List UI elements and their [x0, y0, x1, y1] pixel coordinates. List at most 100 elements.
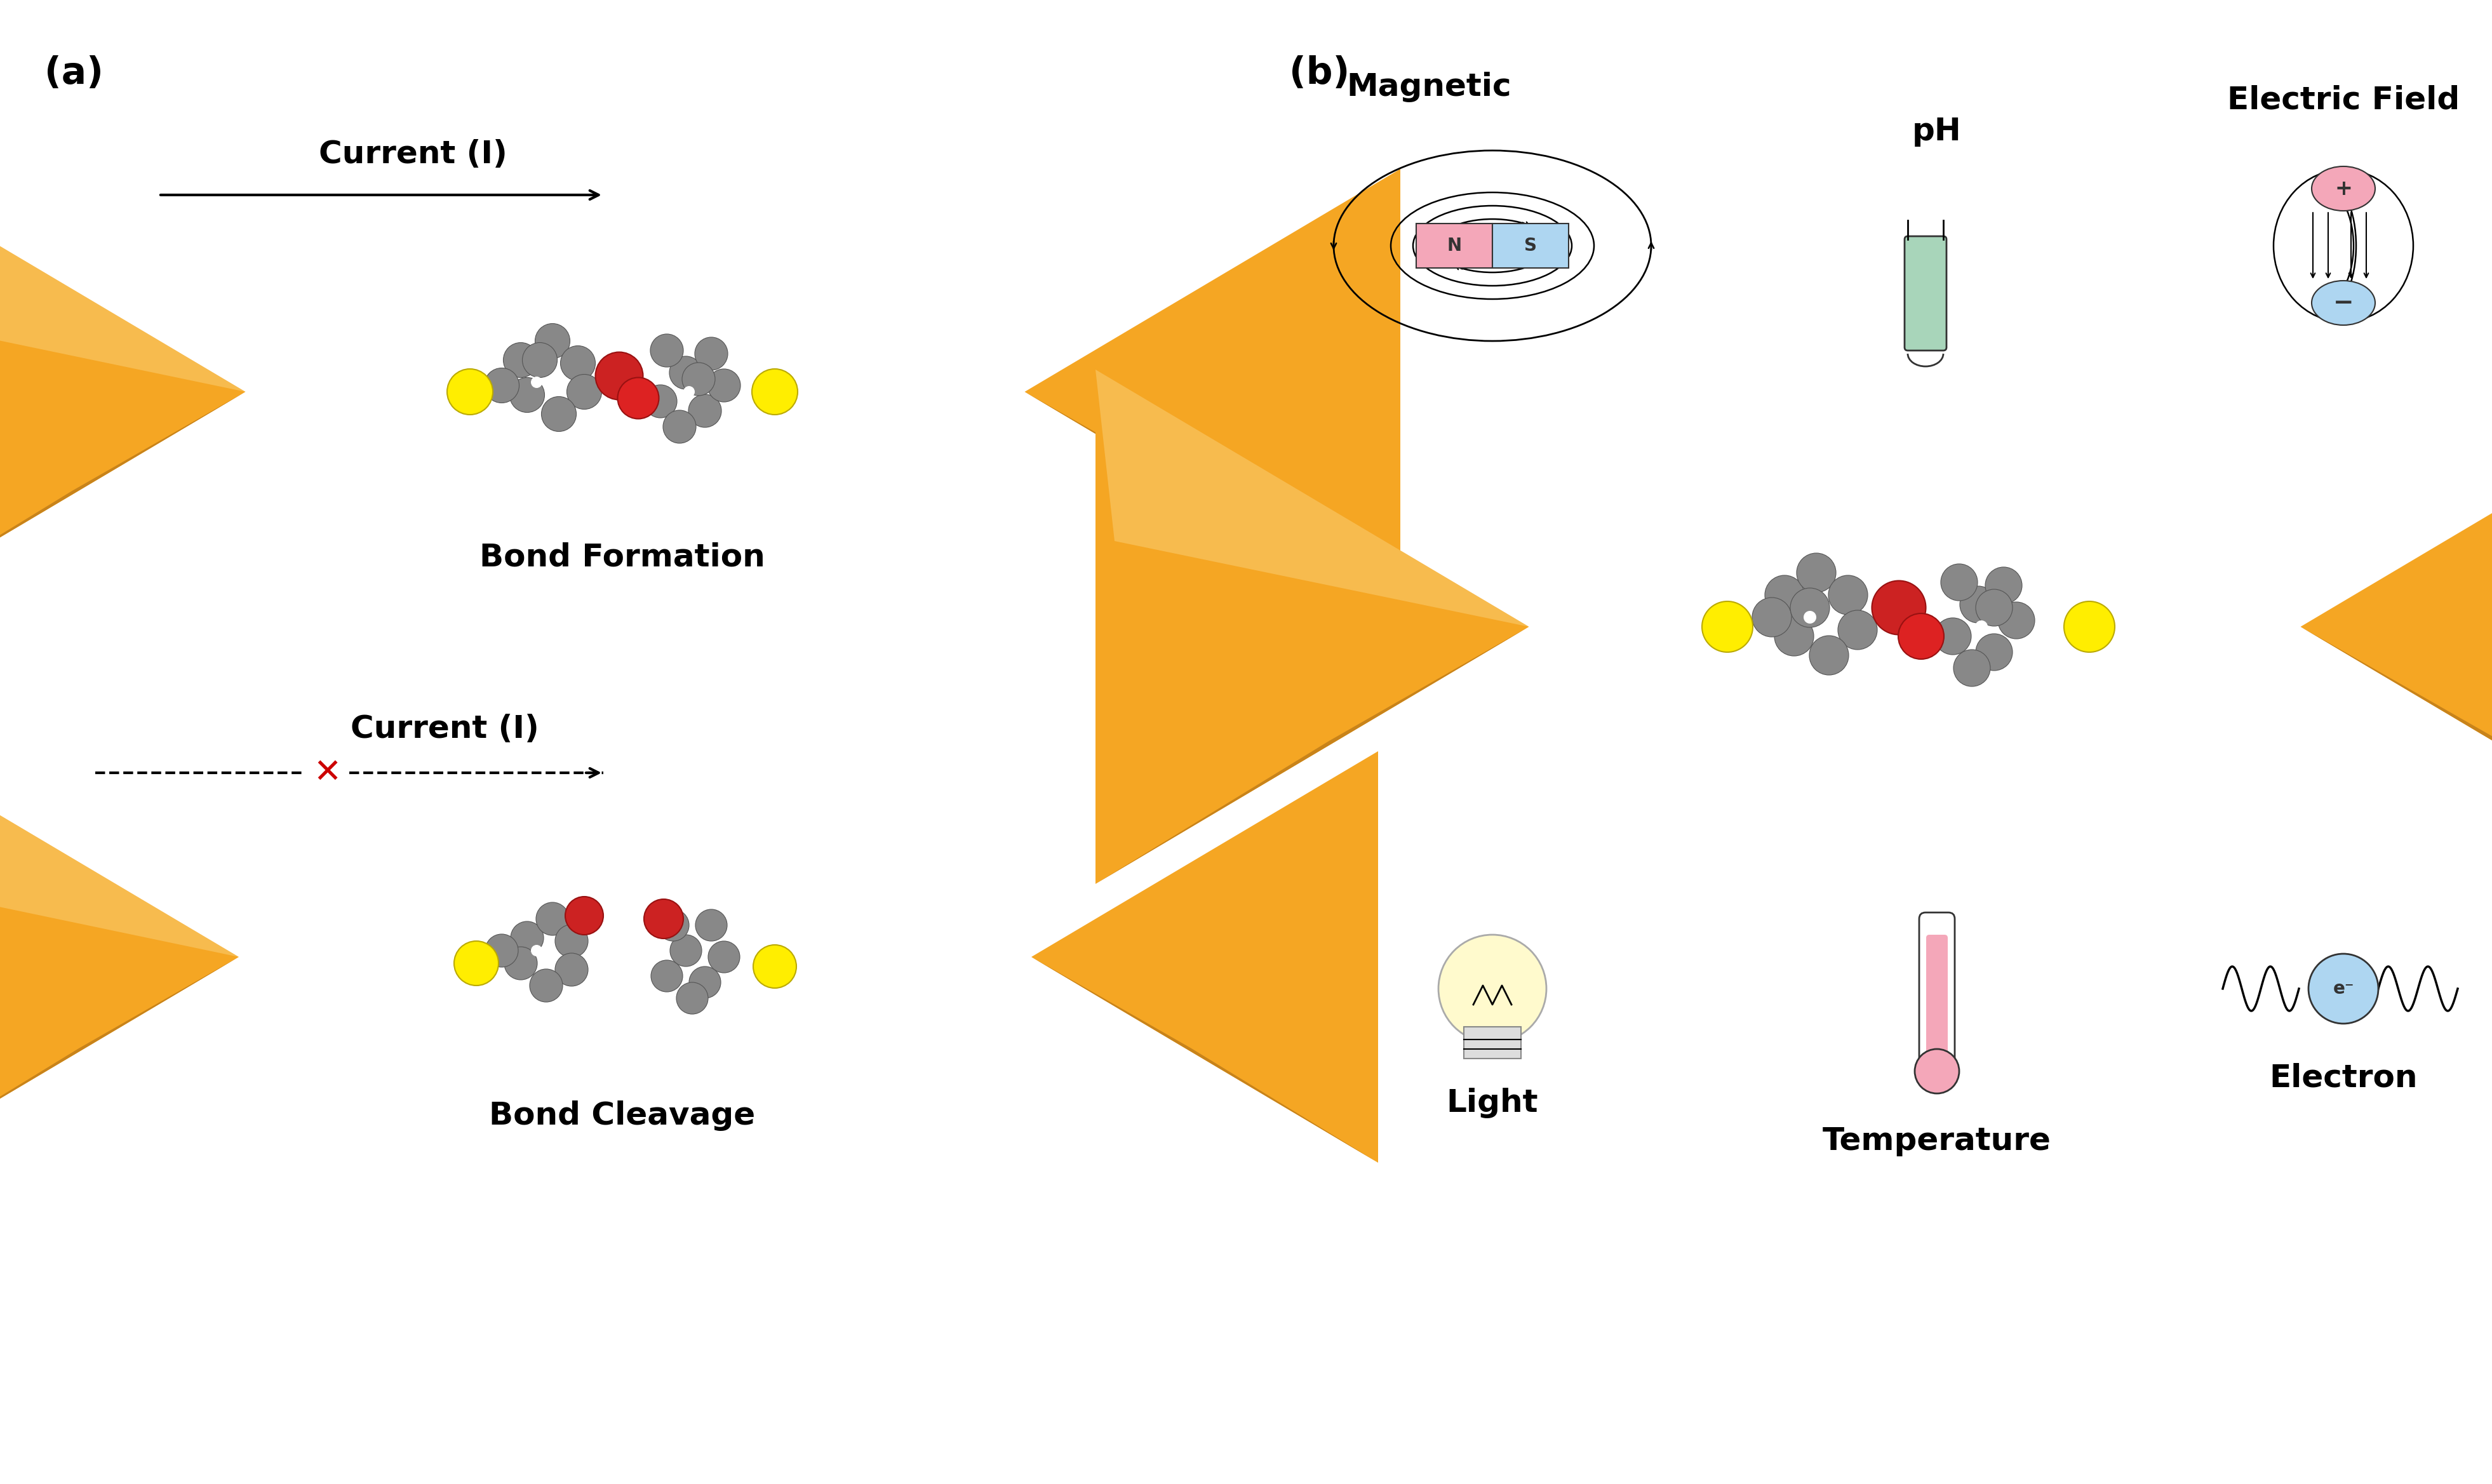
Ellipse shape: [1752, 598, 1792, 637]
Text: S: S: [1525, 237, 1538, 255]
Ellipse shape: [670, 935, 703, 966]
Text: Electric Field: Electric Field: [2228, 85, 2460, 114]
Polygon shape: [1096, 370, 1530, 884]
Bar: [1415, 224, 1493, 269]
Ellipse shape: [511, 922, 543, 954]
Ellipse shape: [683, 386, 695, 398]
Ellipse shape: [2313, 166, 2375, 211]
FancyBboxPatch shape: [1904, 236, 1946, 350]
Ellipse shape: [1839, 610, 1876, 650]
Ellipse shape: [531, 969, 563, 1002]
Ellipse shape: [2063, 601, 2116, 651]
Ellipse shape: [1959, 586, 1996, 623]
Ellipse shape: [1999, 603, 2036, 638]
Text: Electron: Electron: [2270, 1063, 2417, 1092]
Ellipse shape: [1789, 588, 1829, 628]
Ellipse shape: [523, 343, 558, 377]
Circle shape: [1438, 935, 1548, 1043]
Ellipse shape: [483, 368, 518, 404]
Ellipse shape: [708, 370, 740, 402]
Ellipse shape: [556, 925, 588, 957]
Ellipse shape: [566, 374, 601, 410]
Ellipse shape: [1702, 601, 1752, 651]
Ellipse shape: [1954, 650, 1991, 687]
Polygon shape: [1024, 169, 1401, 614]
Polygon shape: [0, 392, 244, 614]
Ellipse shape: [753, 370, 797, 414]
Ellipse shape: [618, 377, 658, 418]
Ellipse shape: [536, 902, 568, 935]
Ellipse shape: [1934, 617, 1971, 654]
Polygon shape: [1024, 392, 1401, 614]
Text: (a): (a): [45, 55, 105, 92]
Ellipse shape: [1797, 554, 1837, 592]
Polygon shape: [1096, 370, 1530, 626]
Ellipse shape: [1976, 589, 2014, 626]
Polygon shape: [2300, 370, 2492, 884]
Ellipse shape: [663, 410, 695, 444]
Ellipse shape: [1804, 611, 1817, 623]
Ellipse shape: [753, 945, 797, 988]
Polygon shape: [1032, 751, 1378, 1162]
FancyBboxPatch shape: [1926, 935, 1949, 1055]
Bar: [1463, 1027, 1520, 1058]
Ellipse shape: [695, 337, 728, 370]
Ellipse shape: [643, 384, 678, 418]
Ellipse shape: [531, 945, 543, 956]
Ellipse shape: [596, 352, 643, 399]
Ellipse shape: [708, 941, 740, 974]
Ellipse shape: [1941, 564, 1979, 601]
Circle shape: [1914, 1049, 1959, 1094]
Ellipse shape: [695, 910, 728, 941]
Ellipse shape: [503, 947, 538, 979]
Ellipse shape: [561, 346, 596, 381]
Ellipse shape: [1774, 616, 1814, 656]
Ellipse shape: [1976, 634, 2014, 671]
Ellipse shape: [2313, 280, 2375, 325]
Ellipse shape: [511, 377, 546, 413]
Ellipse shape: [531, 377, 543, 387]
Polygon shape: [2300, 626, 2492, 884]
Text: Magnetic: Magnetic: [1346, 71, 1510, 102]
Ellipse shape: [454, 941, 498, 985]
Polygon shape: [0, 751, 239, 1162]
Ellipse shape: [683, 362, 715, 396]
Ellipse shape: [1899, 613, 1944, 659]
Ellipse shape: [1764, 576, 1804, 614]
Text: −: −: [2333, 291, 2355, 315]
Ellipse shape: [643, 899, 683, 938]
Ellipse shape: [1829, 576, 1867, 614]
Text: +: +: [2335, 178, 2352, 199]
Ellipse shape: [1871, 580, 1926, 635]
Polygon shape: [0, 169, 244, 614]
Ellipse shape: [536, 324, 571, 359]
Polygon shape: [0, 169, 244, 392]
Ellipse shape: [688, 395, 723, 427]
Text: e⁻: e⁻: [2333, 979, 2355, 997]
Ellipse shape: [650, 960, 683, 991]
Ellipse shape: [658, 910, 690, 941]
Text: Bond Formation: Bond Formation: [478, 542, 765, 573]
Ellipse shape: [541, 396, 576, 432]
Text: N: N: [1448, 237, 1463, 255]
Ellipse shape: [566, 896, 603, 935]
Text: (b): (b): [1288, 55, 1351, 92]
Ellipse shape: [446, 370, 493, 414]
Ellipse shape: [1976, 620, 1989, 634]
Text: Current (I): Current (I): [319, 139, 506, 169]
Text: Current (I): Current (I): [351, 714, 538, 743]
Ellipse shape: [675, 982, 708, 1014]
Polygon shape: [1096, 626, 1530, 884]
Ellipse shape: [556, 953, 588, 987]
Bar: [1493, 224, 1567, 269]
Ellipse shape: [690, 966, 720, 999]
Ellipse shape: [486, 933, 518, 968]
Text: Temperature: Temperature: [1822, 1126, 2051, 1156]
Ellipse shape: [1809, 635, 1849, 675]
Circle shape: [2308, 954, 2377, 1024]
Text: Light: Light: [1445, 1088, 1538, 1119]
Text: ✕: ✕: [314, 757, 341, 789]
FancyBboxPatch shape: [1919, 913, 1954, 1066]
Polygon shape: [1032, 957, 1378, 1162]
Ellipse shape: [670, 356, 703, 389]
